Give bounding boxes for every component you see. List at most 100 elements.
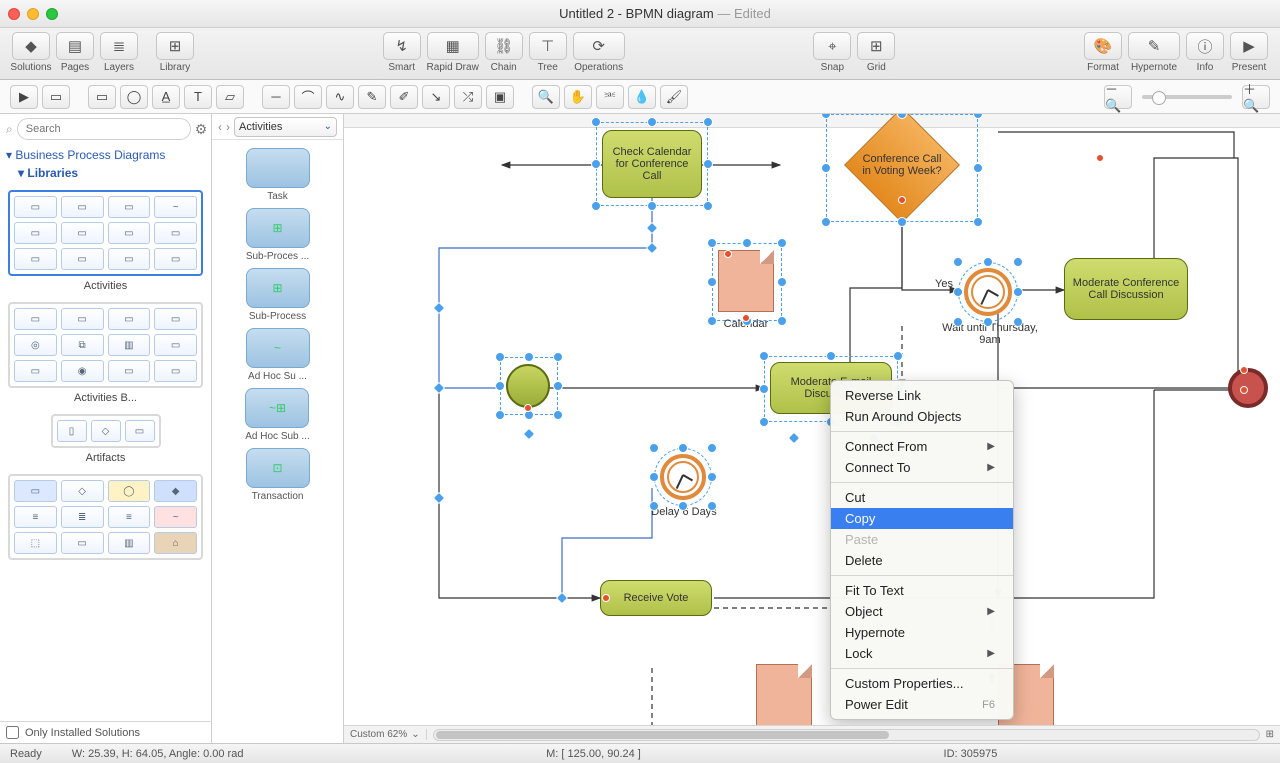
dropper-tool[interactable]: 💧 <box>628 85 656 109</box>
shape-item-4[interactable]: ~⊞Ad Hoc Sub ... <box>245 388 309 442</box>
ctx-custom-properties-[interactable]: Custom Properties... <box>831 673 1013 694</box>
marquee-tool[interactable]: ▭ <box>42 85 70 109</box>
zoom-out-button[interactable]: －🔍 <box>1104 85 1132 109</box>
canvas[interactable]: Check Calendar for Conference Call Confe… <box>344 128 1280 743</box>
shape-item-0[interactable]: Task <box>246 148 310 202</box>
ctx-fit-to-text[interactable]: Fit To Text <box>831 580 1013 601</box>
textbox-tool[interactable]: T <box>184 85 212 109</box>
shapes-back-icon[interactable]: ‹ <box>218 120 222 134</box>
h-scrollbar[interactable] <box>433 729 1260 741</box>
connector-tool[interactable]: ↘ <box>422 85 450 109</box>
search-input[interactable] <box>17 118 191 140</box>
ctx-cut[interactable]: Cut <box>831 487 1013 508</box>
toolbar-layers[interactable]: ≣Layers <box>98 32 140 73</box>
toolbar-grid[interactable]: ⊞Grid <box>855 32 897 73</box>
status-wh: W: 25.39, H: 64.05, Angle: 0.00 rad <box>72 748 244 760</box>
break-tool[interactable]: ⤮ <box>454 85 482 109</box>
shapes-fwd-icon[interactable]: › <box>226 120 230 134</box>
toolbar-pages[interactable]: ▤Pages <box>54 32 96 73</box>
node-moderate-call[interactable]: Moderate Conference Call Discussion <box>1064 258 1188 320</box>
shape-item-3[interactable]: ~Ad Hoc Su ... <box>246 328 310 382</box>
rect-tool[interactable]: ▭ <box>88 85 116 109</box>
crop-tool[interactable]: ⎃ <box>596 85 624 109</box>
gear-icon[interactable]: ⚙ <box>195 121 208 138</box>
zoom-icon[interactable] <box>46 8 58 20</box>
text-tool[interactable]: A̲ <box>152 85 180 109</box>
arc-tool[interactable]: ⌒ <box>294 85 322 109</box>
node-check-calendar[interactable]: Check Calendar for Conference Call <box>602 130 702 198</box>
line-tool[interactable]: ─ <box>262 85 290 109</box>
tree-libraries[interactable]: ▾ Libraries <box>6 164 205 182</box>
status-bar: Ready W: 25.39, H: 64.05, Angle: 0.00 ra… <box>0 743 1280 763</box>
context-menu: Reverse LinkRun Around Objects Connect Fr… <box>830 380 1014 720</box>
node-vote-doc[interactable] <box>756 664 812 726</box>
zoom-readout[interactable]: Custom 62%⌄ <box>344 729 427 740</box>
ctx-hypernote[interactable]: Hypernote <box>831 622 1013 643</box>
close-icon[interactable] <box>8 8 20 20</box>
node-calendar-doc[interactable] <box>718 250 774 312</box>
toolbar-hypernote[interactable]: ✎Hypernote <box>1126 32 1182 73</box>
ctx-copy[interactable]: Copy <box>831 508 1013 529</box>
lib-label-0: Activities <box>8 280 203 292</box>
shape-item-5[interactable]: ⊡Transaction <box>246 448 310 502</box>
callout-tool[interactable]: ▱ <box>216 85 244 109</box>
tree-root[interactable]: ▾ Business Process Diagrams <box>6 146 205 164</box>
toolbar-format[interactable]: 🎨Format <box>1082 32 1124 73</box>
ctx-reverse-link[interactable]: Reverse Link <box>831 385 1013 406</box>
ctx-object[interactable]: Object▶ <box>831 601 1013 622</box>
brush-tool[interactable]: 🖌 <box>660 85 688 109</box>
ctx-delete[interactable]: Delete <box>831 550 1013 571</box>
node-wait-timer[interactable] <box>964 268 1012 316</box>
zoom-slider[interactable] <box>1142 95 1232 99</box>
toolbar-ops[interactable]: ⟳Operations <box>571 32 627 73</box>
zoom-in-button[interactable]: ＋🔍 <box>1242 85 1270 109</box>
window-controls <box>8 8 58 20</box>
toolbar-rapid[interactable]: ▦Rapid Draw <box>425 32 481 73</box>
zoom-tool[interactable]: 🔍 <box>532 85 560 109</box>
stamp-tool[interactable]: ▣ <box>486 85 514 109</box>
node-start[interactable] <box>506 364 550 408</box>
search-glyph-icon: ⌕ <box>6 122 13 137</box>
status-ready: Ready <box>10 748 42 760</box>
ctx-connect-to[interactable]: Connect To▶ <box>831 457 1013 478</box>
shapes-select[interactable]: Activities⌄ <box>234 117 337 137</box>
toolbar-present[interactable]: ▶Present <box>1228 32 1270 73</box>
minimize-icon[interactable] <box>27 8 39 20</box>
ctx-run-around-objects[interactable]: Run Around Objects <box>831 406 1013 427</box>
lib-activities[interactable]: ▭▭▭~ ▭▭▭▭ ▭▭▭▭ <box>8 190 203 276</box>
pointer-tool[interactable]: ▶ <box>10 85 38 109</box>
node-end[interactable] <box>1228 368 1268 408</box>
only-installed-label: Only Installed Solutions <box>25 727 140 739</box>
only-installed-checkbox[interactable] <box>6 726 19 739</box>
toolbar-info[interactable]: ⓘInfo <box>1184 32 1226 73</box>
pencil-tool[interactable]: ✐ <box>390 85 418 109</box>
lib-more[interactable]: ▭◇◯◆ ≡≣≡~ ⬚▭▥⌂ <box>8 474 203 560</box>
toolbar-smart[interactable]: ↯Smart <box>381 32 423 73</box>
grid-toggle-icon[interactable]: ⊞ <box>1266 729 1280 740</box>
lib-activities-b[interactable]: ▭▭▭▭ ◎⧉▥▭ ▭◉▭▭ <box>8 302 203 388</box>
shape-item-2[interactable]: ⊞Sub-Process <box>246 268 310 322</box>
toolbar-snap[interactable]: ⌖Snap <box>811 32 853 73</box>
ctx-lock[interactable]: Lock▶ <box>831 643 1013 664</box>
lib-artifacts-a[interactable]: ▯◇▭ <box>51 414 161 448</box>
canvas-area[interactable]: Check Calendar for Conference Call Confe… <box>344 114 1280 743</box>
ctx-power-edit[interactable]: Power EditF6 <box>831 694 1013 715</box>
spline-tool[interactable]: ∿ <box>326 85 354 109</box>
hand-tool[interactable]: ✋ <box>564 85 592 109</box>
ctx-connect-from[interactable]: Connect From▶ <box>831 436 1013 457</box>
ctx-paste: Paste <box>831 529 1013 550</box>
lib-label-2: Artifacts <box>8 452 203 464</box>
library-panel: ⌕ ⚙ ▾ Business Process Diagrams ▾ Librar… <box>0 114 212 743</box>
toolbar-tree[interactable]: ⊤Tree <box>527 32 569 73</box>
toolbar-solutions[interactable]: ◆Solutions <box>10 32 52 73</box>
shapes-panel: ‹ › Activities⌄ Task ⊞Sub-Proces ... ⊞Sub-… <box>212 114 344 743</box>
shape-item-1[interactable]: ⊞Sub-Proces ... <box>246 208 310 262</box>
status-id: ID: 305975 <box>944 748 998 760</box>
ellipse-tool[interactable]: ◯ <box>120 85 148 109</box>
toolbar-chain[interactable]: ⛓Chain <box>483 32 525 73</box>
node-delay-timer[interactable] <box>660 454 706 500</box>
node-receive-vote[interactable]: Receive Vote <box>600 580 712 616</box>
main-toolbar: ◆Solutions▤Pages≣Layers ⊞Library ↯Smart▦… <box>0 28 1280 80</box>
pen-tool[interactable]: ✎ <box>358 85 386 109</box>
toolbar-library[interactable]: ⊞Library <box>154 32 196 73</box>
